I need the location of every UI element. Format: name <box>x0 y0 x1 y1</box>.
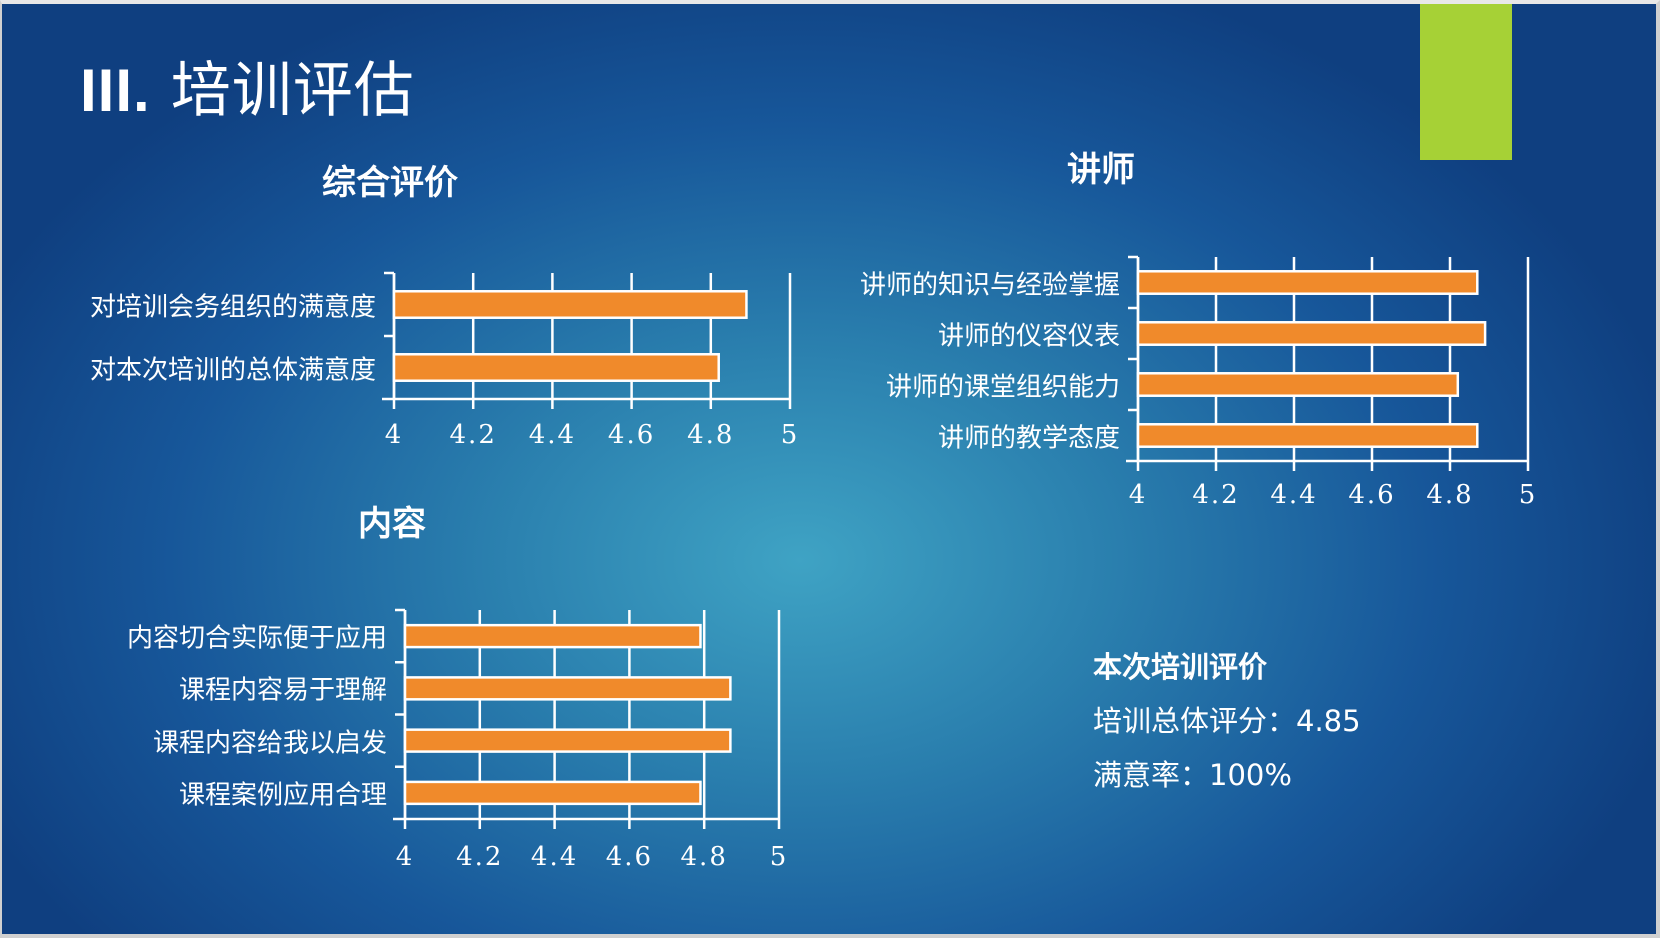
chart-title: 讲师 <box>1067 150 1135 190</box>
bar <box>403 623 702 649</box>
bar-chart <box>382 271 792 409</box>
bar <box>403 676 732 701</box>
x-tick-label: 4.6 <box>1348 480 1396 510</box>
x-tick-label: 4 <box>384 420 404 450</box>
chart-title: 综合评价 <box>322 163 458 203</box>
x-tick-label: 4.6 <box>607 420 656 450</box>
summary-overall-score: 培训总体评分：4.85 <box>1093 704 1361 738</box>
x-tick-label: 4.8 <box>680 842 728 872</box>
bar-chart <box>393 608 781 829</box>
x-tick-label: 4.2 <box>449 420 497 450</box>
slide-title-numeral: III. <box>80 57 151 124</box>
x-tick-label: 4.8 <box>687 420 735 450</box>
bar <box>1136 423 1479 448</box>
bar <box>1136 372 1460 397</box>
summary-panel: 本次培训评价 培训总体评分：4.85 满意率：100% <box>1093 640 1361 802</box>
x-tick-label: 5 <box>769 842 789 872</box>
category-label: 内容切合实际便于应用 <box>126 623 387 654</box>
category-label: 对本次培训的总体满意度 <box>89 355 376 385</box>
category-label: 课程内容给我以启发 <box>152 728 387 759</box>
bar <box>1136 321 1487 346</box>
x-tick-label: 4.4 <box>528 420 577 450</box>
category-label: 课程案例应用合理 <box>178 780 387 811</box>
x-tick-label: 4 <box>1128 480 1148 510</box>
category-label: 讲师的仪容仪表 <box>937 321 1120 351</box>
slide-title: III. 培训评估 <box>80 42 415 129</box>
category-label: 课程内容易于理解 <box>178 675 387 706</box>
bar <box>392 290 748 319</box>
x-tick-label: 4.2 <box>456 842 504 872</box>
bar-chart <box>1126 255 1530 471</box>
category-label: 讲师的知识与经验掌握 <box>859 270 1120 300</box>
x-tick-label: 5 <box>780 420 800 450</box>
category-label: 对培训会务组织的满意度 <box>89 292 376 322</box>
accent-block <box>1420 4 1512 160</box>
summary-satisfaction: 满意率：100% <box>1093 758 1292 792</box>
bar <box>1136 270 1479 295</box>
x-tick-label: 4.2 <box>1192 480 1240 510</box>
bar <box>392 353 720 382</box>
x-tick-label: 4.8 <box>1426 480 1474 510</box>
chart-title: 内容 <box>358 504 426 544</box>
category-label: 讲师的课堂组织能力 <box>885 372 1120 402</box>
bar <box>403 728 732 753</box>
category-label: 讲师的教学态度 <box>937 423 1120 453</box>
x-tick-label: 5 <box>1518 480 1538 510</box>
x-tick-label: 4.4 <box>530 842 579 872</box>
slide-title-text: 培训评估 <box>170 56 415 126</box>
x-tick-label: 4 <box>395 842 415 872</box>
x-tick-label: 4.6 <box>605 842 654 872</box>
summary-heading: 本次培训评价 <box>1093 650 1268 684</box>
bar <box>403 780 702 806</box>
x-tick-label: 4.4 <box>1270 480 1318 510</box>
